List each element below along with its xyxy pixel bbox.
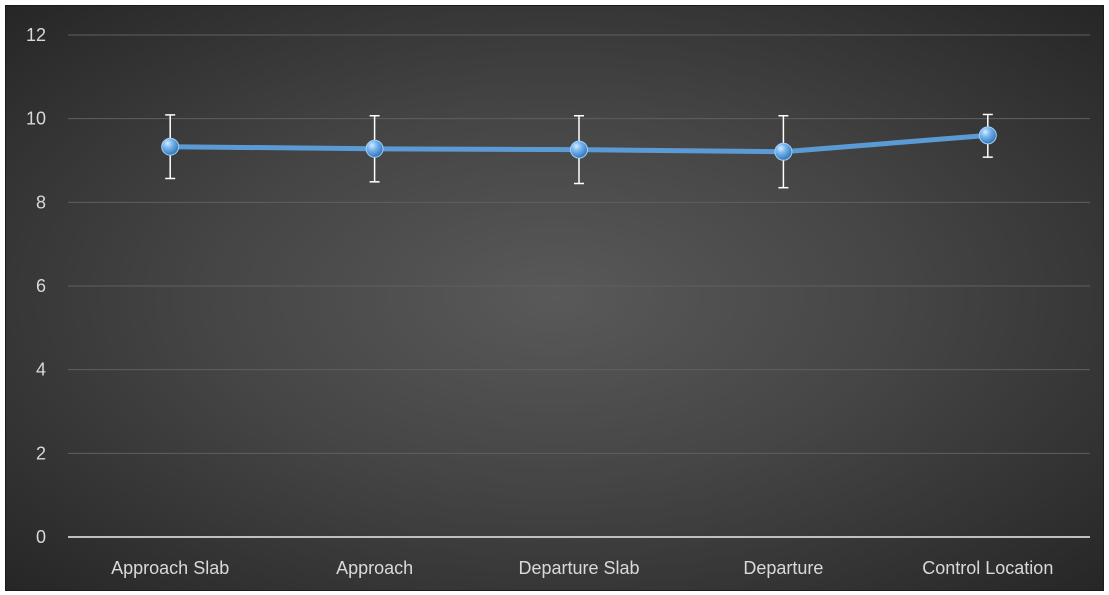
chart-area [5,5,1104,591]
y-tick-label: 6 [36,276,46,296]
y-tick-label: 2 [36,443,46,463]
data-point [978,126,997,145]
tick-labels: 0 2 4 6 8 10 12 Approach Slab Approach Departure … [26,25,1053,578]
y-tick-label: 4 [36,360,46,380]
y-tick-label: 8 [36,192,46,212]
data-point [365,139,384,158]
x-tick-label: Departure Slab [518,558,639,578]
data-point [570,140,588,159]
x-tick-label: Approach [336,558,413,578]
x-tick-label: Departure [743,558,823,578]
gridlines [68,34,1090,454]
data-point [161,137,180,156]
x-tick-label: Approach Slab [111,558,229,578]
y-tick-label: 0 [36,527,46,547]
y-tick-label: 12 [26,25,46,45]
data-point [774,142,793,161]
x-tick-label: Control Location [922,558,1053,578]
y-tick-label: 10 [26,109,46,129]
markers [161,126,997,161]
